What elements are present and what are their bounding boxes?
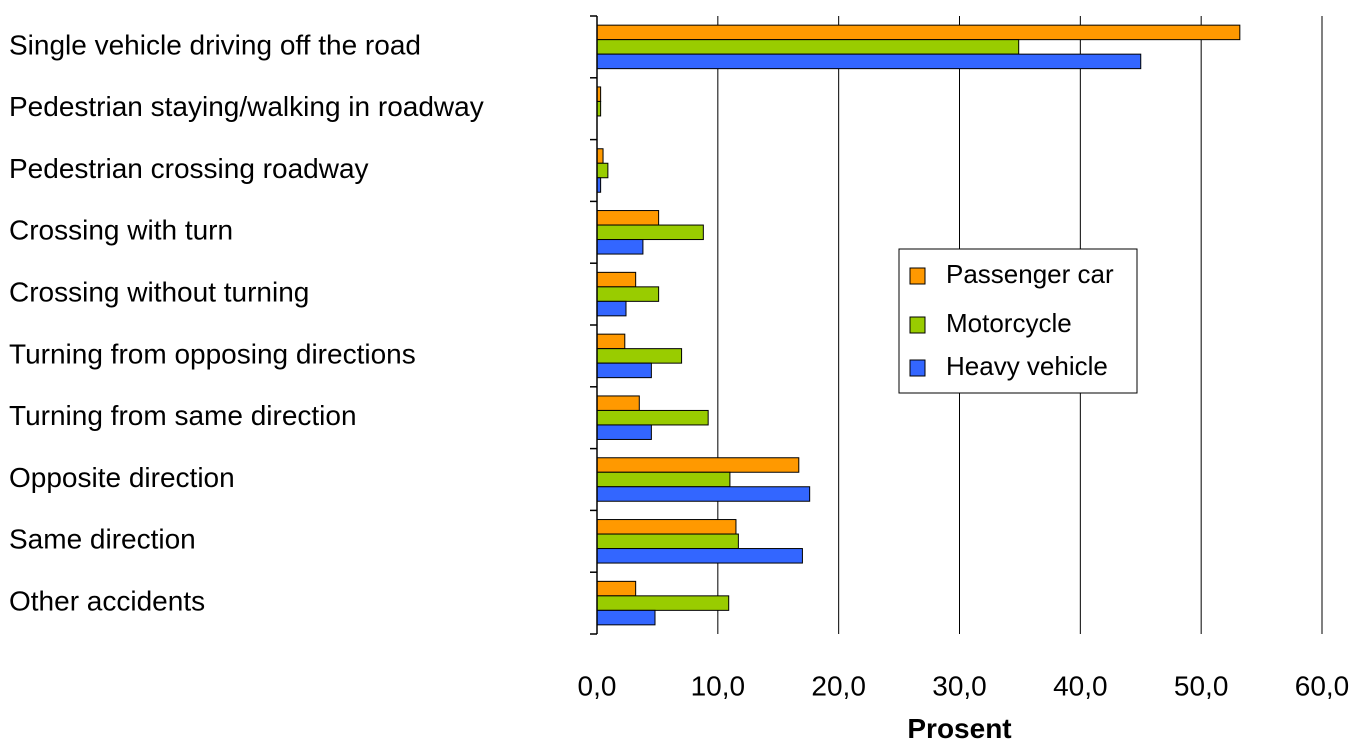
bar-heavy-vehicle-8 <box>596 548 803 564</box>
category-label-1: Pedestrian staying/walking in roadway <box>9 91 484 122</box>
bar-motorcycle-0 <box>596 39 1020 55</box>
bar-passenger-car-8 <box>596 519 737 535</box>
bar-heavy-vehicle-0 <box>596 53 1142 70</box>
legend-label-2: Heavy vehicle <box>946 351 1108 381</box>
y-tick-marks <box>590 15 597 635</box>
x-tick-label-6: 60,0 <box>1295 670 1350 701</box>
bar-passenger-car-0 <box>596 24 1241 41</box>
legend-box <box>898 248 1138 394</box>
bar-passenger-car-2 <box>596 148 604 164</box>
legend: Passenger car Motorcycle Heavy vehicle <box>898 248 1138 394</box>
legend-swatch-2 <box>909 359 926 377</box>
x-axis-title: Prosent <box>907 713 1011 744</box>
bar-heavy-vehicle-4 <box>596 300 627 317</box>
bar-motorcycle-4 <box>596 286 660 302</box>
legend-swatch-0 <box>909 267 926 285</box>
bars <box>596 24 1241 626</box>
category-label-5: Turning from opposing directions <box>9 338 416 369</box>
x-tick-label-3: 30,0 <box>932 670 987 701</box>
bar-heavy-vehicle-5 <box>596 362 652 379</box>
bar-motorcycle-2 <box>596 162 609 179</box>
bar-heavy-vehicle-9 <box>596 609 656 626</box>
category-label-2: Pedestrian crossing roadway <box>9 153 369 184</box>
x-tick-label-5: 50,0 <box>1174 670 1229 701</box>
bar-motorcycle-5 <box>596 348 683 364</box>
bar-heavy-vehicle-6 <box>596 424 652 440</box>
x-tick-label-1: 10,0 <box>691 670 746 701</box>
x-tick-labels: 0,0 10,0 20,0 30,0 40,0 50,0 60,0 <box>578 670 1350 701</box>
x-tick-label-2: 20,0 <box>811 670 866 701</box>
bar-heavy-vehicle-3 <box>596 239 644 255</box>
legend-label-0: Passenger car <box>946 259 1114 289</box>
bar-passenger-car-6 <box>596 395 640 411</box>
legend-swatch-1 <box>909 316 926 334</box>
bar-passenger-car-4 <box>596 271 637 288</box>
category-labels: Single vehicle driving off the road Pedes… <box>9 29 484 616</box>
bar-motorcycle-6 <box>596 409 709 426</box>
category-label-7: Opposite direction <box>9 462 235 493</box>
category-label-0: Single vehicle driving off the road <box>9 29 421 60</box>
bar-passenger-car-3 <box>596 210 660 226</box>
category-label-9: Other accidents <box>9 585 205 616</box>
category-label-3: Crossing with turn <box>9 215 233 246</box>
bar-motorcycle-3 <box>596 224 704 241</box>
bar-passenger-car-9 <box>596 580 637 597</box>
bar-motorcycle-7 <box>596 471 731 488</box>
bar-motorcycle-9 <box>596 595 730 611</box>
category-label-4: Crossing without turning <box>9 276 309 307</box>
legend-label-1: Motorcycle <box>946 308 1072 338</box>
bar-passenger-car-5 <box>596 333 626 350</box>
category-label-8: Same direction <box>9 524 196 555</box>
bar-heavy-vehicle-7 <box>596 486 811 502</box>
bar-motorcycle-8 <box>596 533 739 550</box>
x-tick-label-4: 40,0 <box>1053 670 1108 701</box>
category-label-6: Turning from same direction <box>9 400 357 431</box>
bar-passenger-car-7 <box>596 457 800 473</box>
x-tick-label-0: 0,0 <box>578 670 617 701</box>
